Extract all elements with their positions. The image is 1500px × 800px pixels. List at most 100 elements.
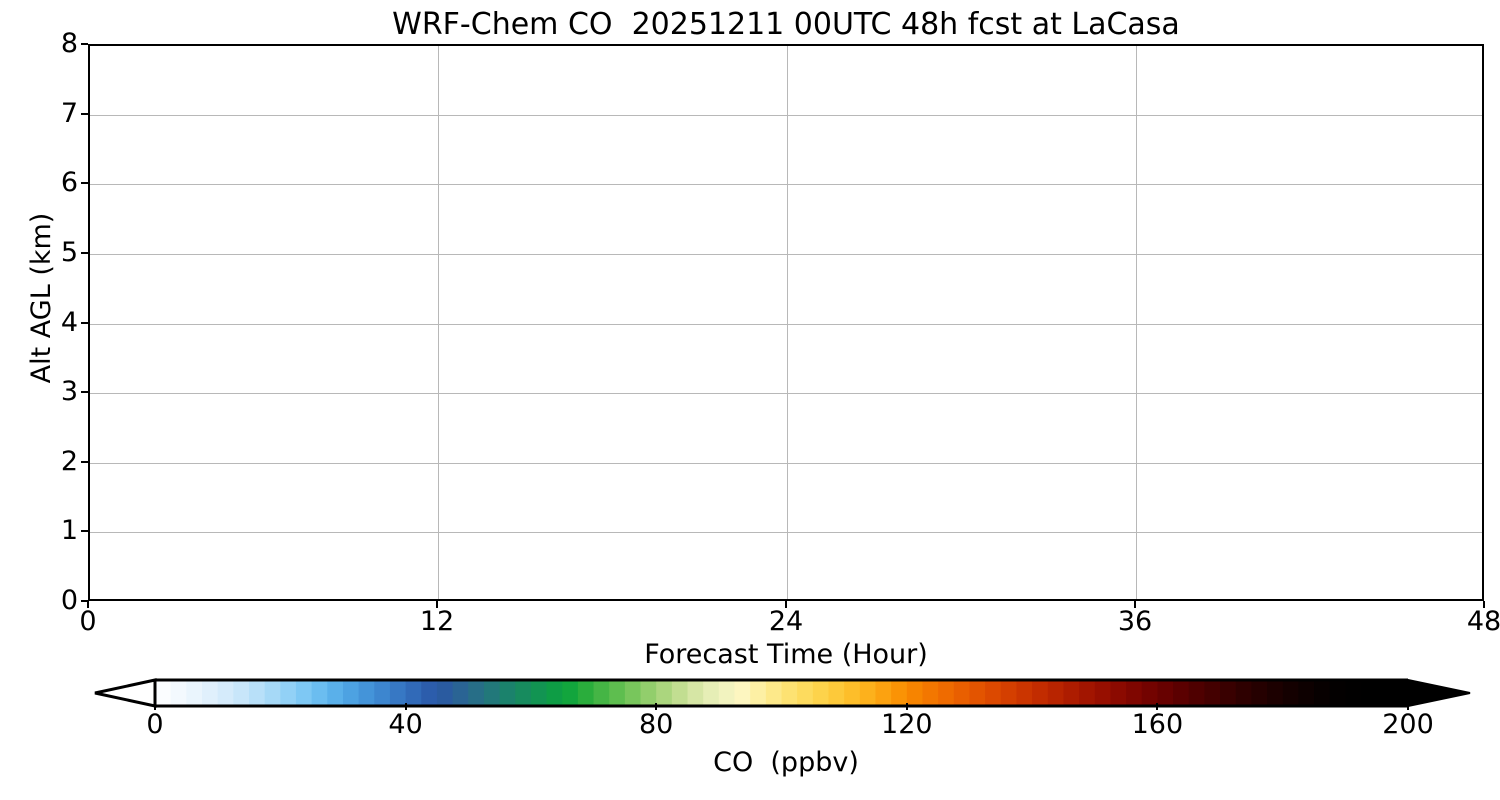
colorbar-band bbox=[562, 680, 579, 706]
gridline-horizontal bbox=[90, 532, 1482, 534]
colorbar-band bbox=[765, 680, 783, 706]
gridline-vertical bbox=[787, 46, 788, 599]
colorbar-band bbox=[468, 680, 485, 706]
colorbar-band bbox=[906, 680, 924, 706]
colorbar-band bbox=[186, 680, 203, 706]
colorbar-tick-label: 0 bbox=[146, 709, 164, 740]
gridline-horizontal bbox=[90, 462, 1482, 464]
colorbar-band bbox=[656, 680, 673, 706]
y-axis-label: Alt AGL (km) bbox=[26, 212, 57, 384]
colorbar-band bbox=[233, 680, 250, 706]
colorbar-band bbox=[280, 680, 297, 706]
colorbar-band bbox=[327, 680, 344, 706]
colorbar-band bbox=[891, 680, 908, 706]
colorbar-band bbox=[1079, 680, 1096, 706]
x-tick-label: 0 bbox=[79, 606, 97, 637]
colorbar-band bbox=[1173, 680, 1190, 706]
colorbar-band bbox=[1157, 680, 1174, 706]
y-tick-mark bbox=[81, 112, 88, 115]
colorbar-band bbox=[938, 680, 955, 706]
colorbar-band bbox=[844, 680, 861, 706]
colorbar-band bbox=[1000, 680, 1018, 706]
colorbar-band bbox=[295, 680, 313, 706]
colorbar-tick-label: 160 bbox=[1131, 709, 1184, 740]
colorbar-band bbox=[1204, 680, 1221, 706]
colorbar-band bbox=[687, 680, 704, 706]
y-tick-mark bbox=[81, 43, 88, 45]
colorbar-band bbox=[859, 680, 877, 706]
y-tick-mark bbox=[81, 321, 88, 324]
y-tick-mark bbox=[81, 600, 88, 602]
colorbar-band bbox=[1251, 680, 1268, 706]
x-tick-label: 36 bbox=[1117, 606, 1153, 637]
colorbar-band bbox=[985, 680, 1002, 706]
y-tick-label: 2 bbox=[60, 445, 78, 477]
colorbar bbox=[88, 672, 1478, 716]
colorbar-band bbox=[875, 680, 892, 706]
colorbar-band bbox=[953, 680, 971, 706]
y-tick-mark bbox=[81, 391, 88, 394]
x-tick-label: 48 bbox=[1466, 606, 1500, 637]
y-tick-label: 1 bbox=[60, 515, 78, 547]
y-tick-label: 6 bbox=[60, 167, 78, 199]
colorbar-band bbox=[421, 680, 438, 706]
colorbar-band bbox=[1298, 680, 1315, 706]
colorbar-band bbox=[640, 680, 657, 706]
x-tick-mark bbox=[1483, 601, 1485, 608]
colorbar-band bbox=[812, 680, 830, 706]
colorbar-band bbox=[577, 680, 595, 706]
colorbar-tick-mark bbox=[404, 703, 407, 710]
colorbar-tick-mark bbox=[1407, 703, 1409, 710]
colorbar-band bbox=[1361, 680, 1378, 706]
colorbar-tick-label: 120 bbox=[881, 709, 933, 740]
colorbar-band bbox=[170, 680, 187, 706]
colorbar-band bbox=[1392, 680, 1409, 706]
colorbar-band bbox=[1126, 680, 1143, 706]
colorbar-band bbox=[311, 680, 328, 706]
colorbar-band bbox=[1016, 680, 1033, 706]
y-tick-label: 8 bbox=[60, 28, 78, 59]
colorbar-tick-label: 80 bbox=[639, 709, 674, 740]
colorbar-band bbox=[1032, 680, 1049, 706]
x-tick-label: 12 bbox=[419, 606, 455, 637]
colorbar-tick-mark bbox=[905, 703, 908, 710]
colorbar-band bbox=[248, 680, 266, 706]
gridline-horizontal bbox=[90, 323, 1482, 325]
colorbar-band bbox=[374, 680, 391, 706]
gridline-vertical bbox=[438, 46, 439, 599]
gridline-horizontal bbox=[90, 393, 1482, 395]
colorbar-band bbox=[155, 680, 172, 706]
colorbar-tick-mark bbox=[154, 703, 156, 710]
y-tick-label: 5 bbox=[60, 236, 78, 268]
colorbar-band bbox=[969, 680, 986, 706]
colorbar-band bbox=[609, 680, 626, 706]
x-axis-label: Forecast Time (Hour) bbox=[644, 639, 928, 670]
colorbar-band bbox=[1063, 680, 1080, 706]
colorbar-tick-label: 200 bbox=[1382, 709, 1434, 740]
y-tick-mark bbox=[81, 460, 88, 463]
colorbar-band bbox=[358, 680, 375, 706]
colorbar-band bbox=[1235, 680, 1252, 706]
colorbar-band bbox=[389, 680, 407, 706]
colorbar-band bbox=[1141, 680, 1158, 706]
colorbar-band bbox=[499, 680, 516, 706]
gridline-vertical bbox=[1136, 46, 1137, 599]
x-tick-label: 24 bbox=[768, 606, 804, 637]
colorbar-band bbox=[781, 680, 798, 706]
y-tick-mark bbox=[81, 182, 88, 185]
colorbar-band bbox=[1329, 680, 1346, 706]
x-tick-mark bbox=[1134, 601, 1136, 608]
colorbar-band bbox=[1220, 680, 1237, 706]
y-tick-label: 3 bbox=[60, 376, 78, 408]
colorbar-tick-mark bbox=[1156, 703, 1159, 710]
colorbar-gradient bbox=[94, 678, 1471, 708]
colorbar-band bbox=[1110, 680, 1127, 706]
colorbar-band bbox=[1345, 680, 1362, 706]
colorbar-band bbox=[201, 680, 219, 706]
gridline-horizontal bbox=[90, 114, 1482, 116]
colorbar-tick-label: 40 bbox=[388, 709, 423, 740]
x-tick-mark bbox=[87, 601, 89, 608]
colorbar-label: CO (ppbv) bbox=[713, 747, 859, 778]
colorbar-band bbox=[452, 680, 469, 706]
colorbar-band bbox=[515, 680, 532, 706]
